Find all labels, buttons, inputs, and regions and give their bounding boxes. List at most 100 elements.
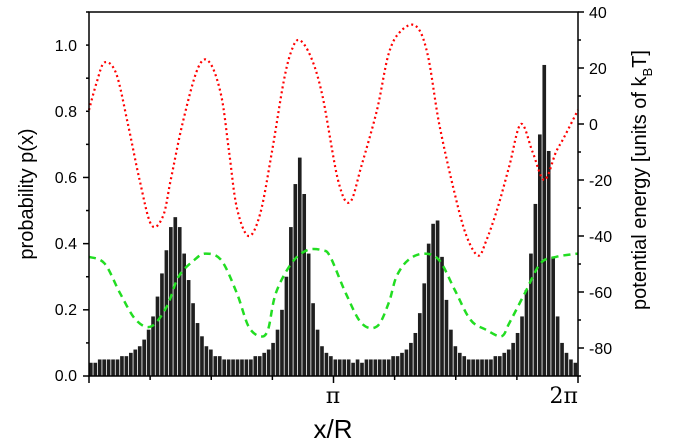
histogram-bar <box>404 349 409 376</box>
histogram-bar <box>333 359 338 376</box>
histogram-bar <box>355 359 360 376</box>
histogram-bar <box>413 332 418 376</box>
histogram-bar <box>555 316 560 376</box>
x-axis-title: x/R <box>314 414 353 444</box>
y-tick-label: 0.8 <box>55 104 77 121</box>
histogram-bar <box>551 256 555 376</box>
histogram-bar <box>262 352 267 376</box>
histogram-bar <box>115 359 120 376</box>
y2-tick-label: 20 <box>589 61 607 78</box>
histogram-bar <box>569 359 573 376</box>
histogram-bar <box>275 329 280 376</box>
histogram-bar <box>502 352 507 376</box>
histogram-bar <box>177 227 182 376</box>
histogram-bar <box>480 359 484 376</box>
histogram-bar <box>386 359 391 376</box>
histogram-bar <box>417 313 422 376</box>
histogram-bar <box>182 253 186 376</box>
histogram-bar <box>364 359 369 376</box>
histogram-bar <box>280 309 284 376</box>
histogram-bar <box>324 352 329 376</box>
histogram-bar <box>546 150 551 376</box>
histogram-bar <box>435 220 440 376</box>
histogram-bar <box>302 194 307 376</box>
histogram-bar <box>289 227 293 376</box>
histogram-bar <box>484 359 489 376</box>
histogram-bar <box>533 203 538 376</box>
x-tick-label-pi: π <box>326 384 340 409</box>
y-tick-label: 0.4 <box>55 236 77 253</box>
histogram-bar <box>444 299 449 376</box>
histogram-bar <box>311 303 315 376</box>
y-axis-title: probability p(x) <box>16 128 38 259</box>
histogram-bar <box>453 346 458 376</box>
histogram-bar <box>257 356 262 376</box>
axis-ticks <box>83 11 584 383</box>
y2-axis-title-main: potential energy [units of k <box>629 75 651 309</box>
histogram-bar <box>306 253 311 376</box>
histogram-bar <box>284 276 289 376</box>
histogram-bar <box>564 352 569 376</box>
histogram-bar <box>542 64 547 376</box>
histogram-bar <box>440 256 444 376</box>
histogram-bar <box>529 253 533 376</box>
histogram-bar <box>89 362 93 376</box>
histogram-bar <box>466 359 471 376</box>
y-tick-label: 0.6 <box>55 170 77 187</box>
y2-tick-label: 40 <box>589 5 607 22</box>
histogram-bar <box>111 359 115 376</box>
histogram-bar <box>253 356 258 376</box>
histogram-bar <box>231 359 235 376</box>
histogram-bar <box>511 342 515 376</box>
histogram-bar <box>173 217 178 376</box>
histogram-bar <box>395 356 400 376</box>
histogram-bar <box>106 359 111 376</box>
histogram-bar <box>213 356 218 376</box>
histogram-bar <box>409 342 413 376</box>
histogram-bar <box>249 359 253 376</box>
histogram-bar <box>160 273 164 376</box>
histogram-bar <box>200 336 204 376</box>
histogram-bar <box>151 316 155 376</box>
histogram-bar <box>320 346 324 376</box>
histogram-bar <box>515 332 520 376</box>
y2-tick-label: -40 <box>589 229 612 246</box>
histogram-bar <box>226 359 231 376</box>
histogram-bar <box>102 359 106 376</box>
histogram-bar <box>373 359 378 376</box>
histogram-bar <box>129 352 133 376</box>
histogram-bar <box>137 346 142 376</box>
histogram-bar <box>506 349 511 376</box>
histogram-bar <box>337 359 342 376</box>
histogram-bar <box>124 356 129 376</box>
histogram-bar <box>462 356 467 376</box>
histogram-bar <box>422 283 427 376</box>
y2-tick-label: -60 <box>589 285 612 302</box>
y2-tick-label: -20 <box>589 173 612 190</box>
x-tick-label-2pi: 2π <box>550 384 578 409</box>
histogram-bar <box>133 349 138 376</box>
histogram-bar <box>169 227 173 376</box>
histogram-bar <box>146 329 151 376</box>
histogram-bars <box>89 64 578 376</box>
histogram-bar <box>329 356 333 376</box>
histogram-bar <box>497 356 502 376</box>
histogram-bar <box>93 362 98 376</box>
y2-axis-title: potential energy [units of kBT] <box>629 50 655 310</box>
histogram-bar <box>520 316 524 376</box>
histogram-bar <box>537 134 542 376</box>
histogram-bar <box>217 356 222 376</box>
histogram-bar <box>489 359 493 376</box>
histogram-bar <box>573 362 578 376</box>
y2-tick-label: -80 <box>589 341 612 358</box>
y2-axis-title-end: T] <box>629 50 651 68</box>
histogram-bar <box>271 342 275 376</box>
histogram-bar <box>457 352 462 376</box>
histogram-bar <box>426 243 431 376</box>
y-tick-label: 0.0 <box>55 368 77 385</box>
y-tick-label: 0.2 <box>55 302 77 319</box>
histogram-bar <box>204 346 209 376</box>
histogram-bar <box>297 157 302 376</box>
histogram-bar <box>493 356 498 376</box>
